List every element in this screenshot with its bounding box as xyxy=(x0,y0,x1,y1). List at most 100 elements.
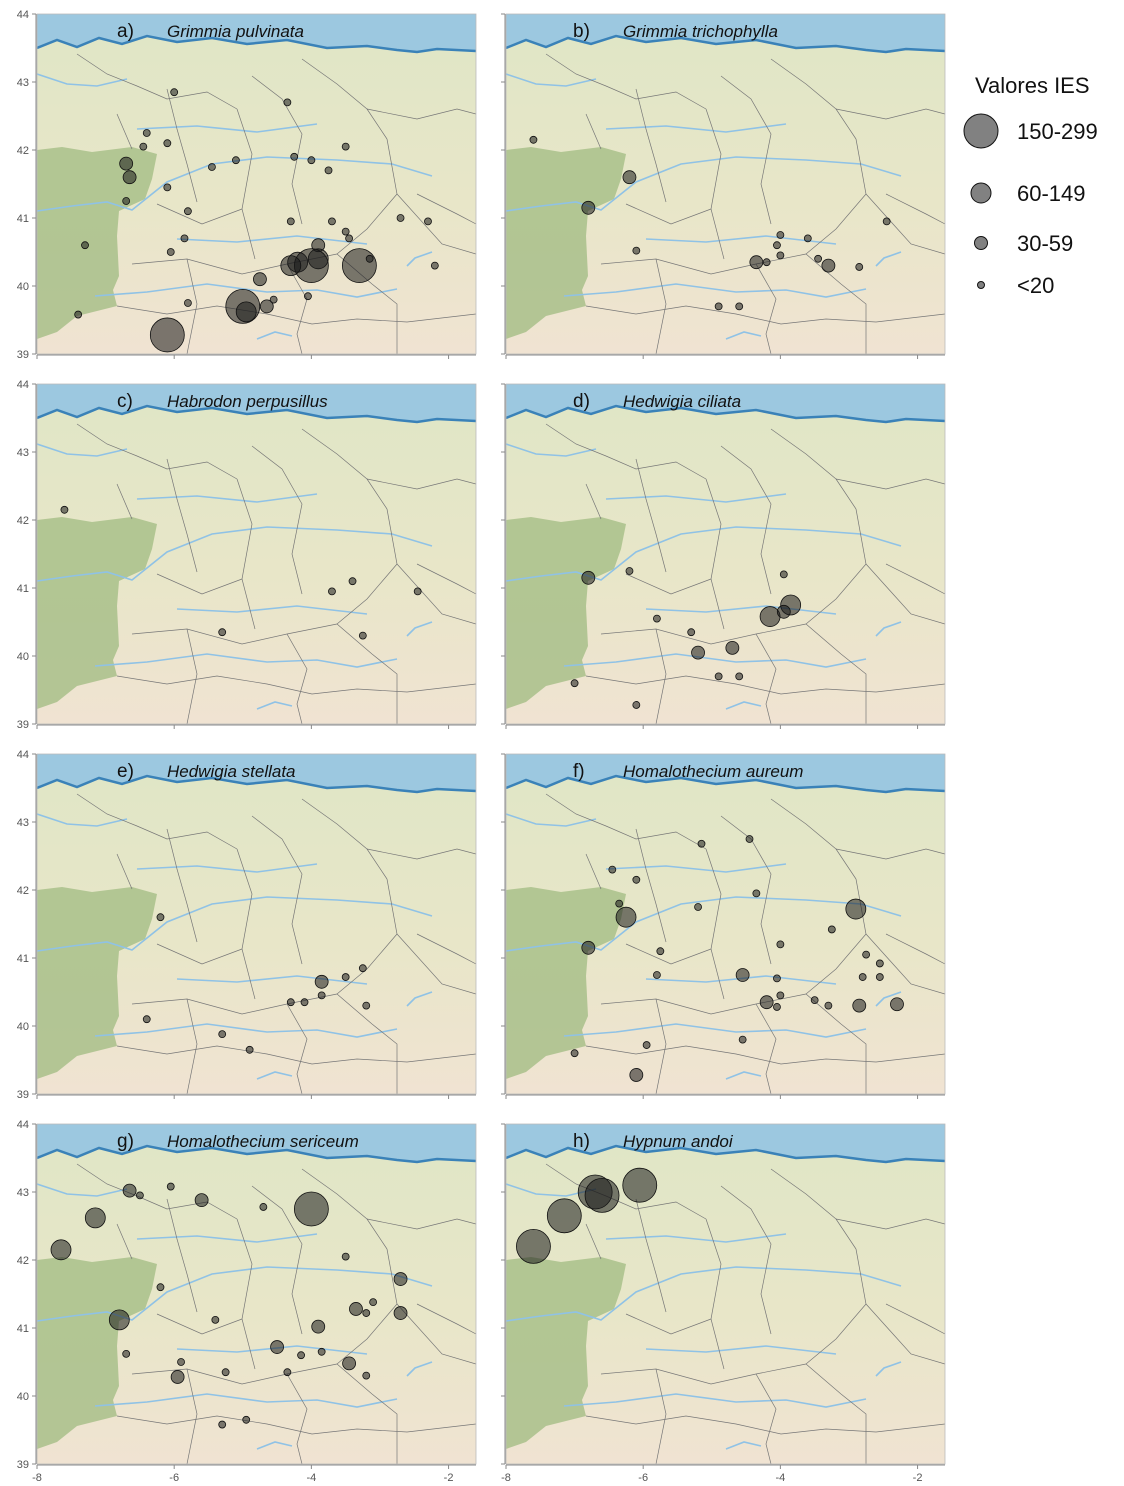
river-line xyxy=(605,123,787,133)
map-basemap xyxy=(506,1124,945,1464)
sea-area xyxy=(37,384,476,422)
map-basemap xyxy=(506,754,945,1094)
occurrence-point xyxy=(317,1347,326,1356)
occurrence-point xyxy=(735,968,750,982)
occurrence-point xyxy=(653,971,661,979)
province-border xyxy=(336,878,398,995)
occurrence-point xyxy=(349,1302,363,1316)
panel-species-name: Hedwigia ciliata xyxy=(623,392,741,411)
occurrence-point xyxy=(882,217,891,226)
province-border xyxy=(865,933,945,995)
river-line xyxy=(725,701,762,710)
occurrence-point xyxy=(776,604,791,619)
occurrence-point xyxy=(221,1368,230,1377)
occurrence-point xyxy=(581,940,596,955)
occurrence-point xyxy=(625,567,634,575)
coastline xyxy=(506,34,945,54)
lat-tick-label: 42 xyxy=(17,515,29,527)
occurrence-point xyxy=(142,1015,151,1024)
occurrence-point xyxy=(773,241,781,250)
occurrence-point xyxy=(341,142,350,151)
lat-tick-label: 41 xyxy=(17,1323,29,1335)
occurrence-point xyxy=(642,1041,651,1049)
occurrence-point xyxy=(122,170,137,185)
province-border xyxy=(336,138,398,255)
portugal-area xyxy=(37,517,157,709)
map-basemap xyxy=(37,754,476,1094)
legend-marker xyxy=(977,281,985,289)
occurrence-point xyxy=(184,299,192,307)
province-border xyxy=(835,848,945,860)
occurrence-point xyxy=(259,1203,268,1211)
occurrence-point xyxy=(855,263,864,271)
province-border xyxy=(545,53,707,110)
province-border xyxy=(336,508,398,625)
occurrence-point xyxy=(745,835,754,843)
map-panel: f) Homalothecium aureum xyxy=(501,753,946,1099)
province-border xyxy=(635,88,667,203)
province-border xyxy=(166,458,198,573)
province-border xyxy=(705,848,725,1000)
occurrence-point xyxy=(345,234,354,243)
lat-tick-label: 42 xyxy=(17,1255,29,1267)
occurrence-point xyxy=(821,258,836,273)
province-border xyxy=(116,305,476,325)
province-border xyxy=(236,108,256,260)
map-frame xyxy=(505,1123,946,1465)
sea-area xyxy=(506,754,945,792)
occurrence-point xyxy=(341,1252,350,1261)
occurrence-point xyxy=(119,156,134,171)
lon-axis xyxy=(505,724,945,729)
river-line xyxy=(645,1345,837,1355)
province-border xyxy=(396,563,476,625)
province-border xyxy=(301,1168,388,1250)
occurrence-point xyxy=(259,299,274,314)
lon-axis xyxy=(36,354,476,359)
map-basemap xyxy=(506,384,945,724)
occurrence-point xyxy=(358,631,367,640)
coastline xyxy=(506,404,945,424)
lon-tick-label: -8 xyxy=(32,1472,42,1484)
province-border xyxy=(156,943,243,965)
occurrence-points xyxy=(570,835,904,1082)
portugal-area xyxy=(37,887,157,1079)
legend-marker xyxy=(970,182,992,204)
province-border xyxy=(655,998,667,1094)
province-border xyxy=(545,423,707,480)
coastline xyxy=(37,404,476,424)
river-line xyxy=(506,813,597,827)
province-border xyxy=(770,428,857,510)
province-border xyxy=(236,848,256,1000)
province-border xyxy=(286,633,308,724)
legend-title: Valores IES xyxy=(975,73,1090,98)
river-line xyxy=(563,283,867,298)
occurrence-point xyxy=(749,255,764,270)
province-border xyxy=(166,1198,198,1313)
province-border xyxy=(770,1168,857,1250)
province-border xyxy=(720,1185,772,1335)
occurrence-point xyxy=(608,865,617,874)
province-border xyxy=(585,675,945,695)
river-line xyxy=(256,701,293,710)
lat-tick-label: 44 xyxy=(17,379,29,391)
occurrence-point xyxy=(632,701,641,709)
occurrence-point xyxy=(852,998,867,1013)
river-line xyxy=(605,863,787,873)
occurrence-point xyxy=(581,570,596,585)
province-border xyxy=(585,853,602,890)
province-border xyxy=(805,623,867,724)
panel-letter: e) xyxy=(117,761,134,782)
river-line xyxy=(256,331,293,340)
occurrence-point xyxy=(290,152,299,161)
occurrence-point xyxy=(369,1298,378,1307)
province-border xyxy=(755,633,777,724)
lon-axis xyxy=(36,724,476,729)
province-border xyxy=(835,1218,945,1230)
province-border xyxy=(545,1163,707,1220)
occurrence-point xyxy=(393,1272,408,1286)
occurrence-point xyxy=(328,587,336,596)
province-border xyxy=(545,793,707,850)
province-border xyxy=(585,1415,945,1435)
province-border xyxy=(635,828,667,943)
province-border xyxy=(336,623,398,724)
